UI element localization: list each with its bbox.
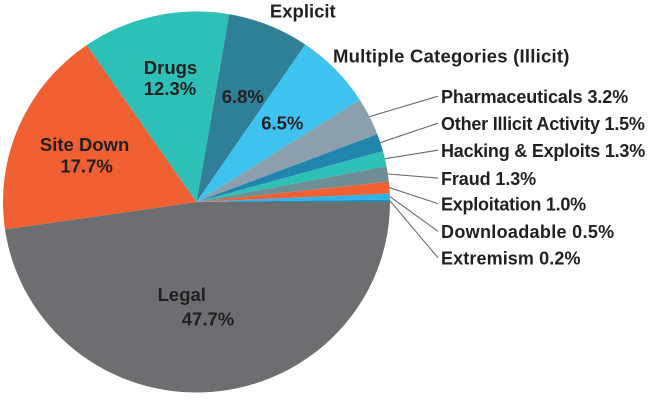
svg-text:6.8%: 6.8% — [222, 86, 264, 107]
svg-text:Other Illicit Activity 1.5%: Other Illicit Activity 1.5% — [441, 114, 645, 134]
svg-text:47.7%: 47.7% — [182, 308, 234, 329]
svg-text:Legal: Legal — [158, 284, 206, 305]
svg-text:Drugs: Drugs — [144, 57, 197, 78]
svg-text:Explicit: Explicit — [270, 0, 336, 21]
svg-text:Site Down: Site Down — [40, 134, 129, 155]
svg-text:Extremism 0.2%: Extremism 0.2% — [441, 249, 581, 269]
svg-text:6.5%: 6.5% — [261, 112, 303, 133]
svg-text:Exploitation 1.0%: Exploitation 1.0% — [441, 194, 586, 214]
svg-text:Hacking & Exploits 1.3%: Hacking & Exploits 1.3% — [441, 141, 645, 161]
svg-text:Pharmaceuticals 3.2%: Pharmaceuticals 3.2% — [441, 87, 628, 107]
svg-text:12.3%: 12.3% — [144, 78, 196, 99]
svg-text:17.7%: 17.7% — [60, 156, 112, 177]
svg-text:Fraud 1.3%: Fraud 1.3% — [441, 169, 536, 189]
svg-text:Multiple Categories (Illicit): Multiple Categories (Illicit) — [333, 46, 570, 67]
svg-text:Downloadable 0.5%: Downloadable 0.5% — [441, 222, 614, 242]
